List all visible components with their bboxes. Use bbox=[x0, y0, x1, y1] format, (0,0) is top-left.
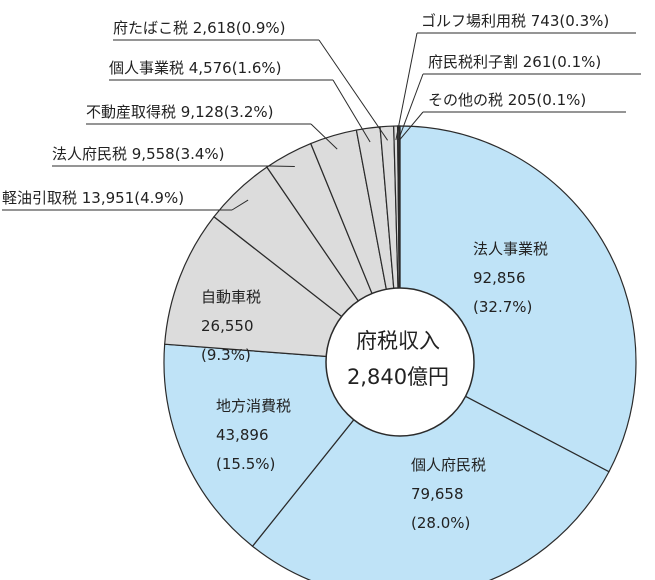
slice-1-label-value: 79,658 bbox=[411, 485, 464, 503]
slice-8-leader bbox=[318, 39, 389, 141]
slice-5-label: 法人府民税 9,558(3.4%) bbox=[52, 145, 225, 163]
slice-7-leader bbox=[332, 79, 371, 143]
slice-4-label: 軽油引取税 13,951(4.9%) bbox=[2, 189, 184, 207]
slice-11-label: その他の税 205(0.1%) bbox=[428, 91, 586, 109]
slice-0-label-value: 92,856 bbox=[473, 269, 526, 287]
slice-10-leader bbox=[397, 73, 424, 141]
slice-2-label-name: 地方消費税 bbox=[216, 397, 291, 415]
slice-0-label-name: 法人事業税 bbox=[473, 240, 548, 258]
center-hole bbox=[325, 287, 475, 437]
slice-10-label: 府民税利子割 261(0.1%) bbox=[428, 53, 601, 71]
slice-3-label-name: 自動車税 bbox=[201, 288, 261, 306]
slice-9-leader bbox=[395, 32, 418, 141]
slice-9-label: ゴルフ場利用税 743(0.3%) bbox=[421, 12, 609, 30]
slice-6-leader bbox=[310, 123, 338, 150]
slice-2-label-percent: (15.5%) bbox=[216, 455, 275, 473]
slice-6-label: 不動産取得税 9,128(3.2%) bbox=[86, 103, 274, 121]
slice-0-label-percent: (32.7%) bbox=[473, 298, 532, 316]
slice-1-label-name: 個人府民税 bbox=[411, 456, 486, 474]
slice-1-label-percent: (28.0%) bbox=[411, 514, 470, 532]
leader-lines bbox=[2, 32, 641, 211]
slice-11-leader bbox=[399, 111, 424, 141]
slice-2-label-value: 43,896 bbox=[216, 426, 269, 444]
slice-7-label: 個人事業税 4,576(1.6%) bbox=[109, 59, 282, 77]
slice-3-label-percent: (9.3%) bbox=[201, 346, 251, 364]
slice-4-leader bbox=[231, 199, 249, 211]
center-label-line2: 2,840億円 bbox=[347, 365, 449, 389]
slice-8-label: 府たばこ税 2,618(0.9%) bbox=[113, 19, 286, 37]
slice-5-leader bbox=[270, 165, 295, 167]
slice-1 bbox=[251, 361, 610, 580]
center-label-line1: 府税収入 bbox=[356, 329, 440, 353]
slice-3-label-value: 26,550 bbox=[201, 317, 254, 335]
slice-labels: 法人事業税 92,856 (32.7%) 個人府民税 79,658 (28.0%) 地方消費… bbox=[2, 12, 609, 532]
